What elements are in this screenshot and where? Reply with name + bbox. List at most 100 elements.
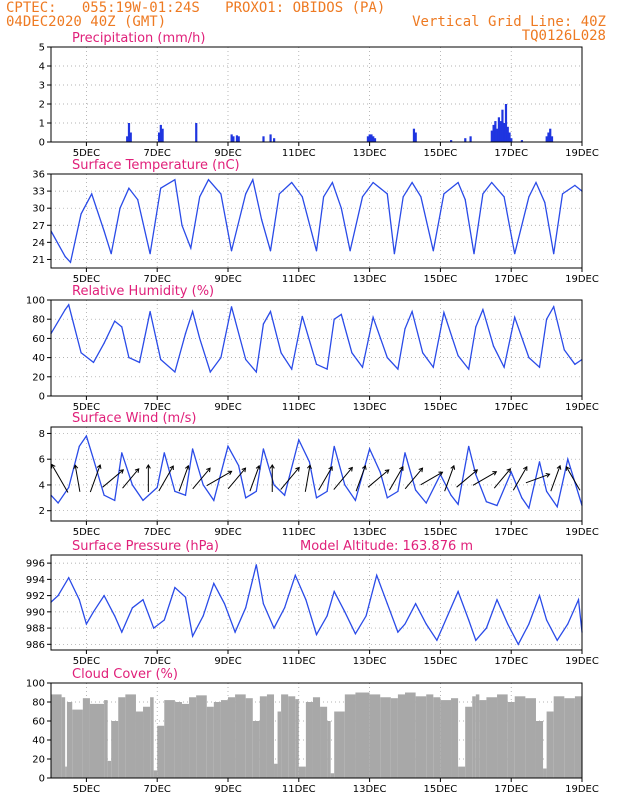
series-point xyxy=(184,333,187,335)
cloud-column xyxy=(164,700,175,778)
series-point xyxy=(553,306,555,308)
cloud-column xyxy=(380,697,391,778)
series-point xyxy=(333,590,335,593)
series-point xyxy=(255,371,257,373)
wind-arrow-head xyxy=(492,471,498,476)
series-point xyxy=(415,489,417,491)
series-point xyxy=(209,371,211,373)
series-point xyxy=(92,458,95,460)
cloud-column xyxy=(514,696,526,778)
wind-arrow xyxy=(192,467,211,490)
precip-bar xyxy=(499,121,502,142)
wind-arrow-head xyxy=(134,468,140,473)
series-point xyxy=(577,599,580,601)
cloud-column xyxy=(405,692,416,778)
header-station: CPTEC: 055:19W-01:24S PROXO1: OBIDOS (PA… xyxy=(6,0,386,16)
precip-bar xyxy=(497,117,501,142)
series-point xyxy=(160,187,162,189)
cloud-column xyxy=(118,697,126,778)
y-tick-label: 60 xyxy=(32,717,45,728)
series-point xyxy=(485,627,488,629)
series-point xyxy=(142,599,144,601)
wind-arrow xyxy=(388,466,404,491)
precip-bar xyxy=(262,136,265,142)
cloud-column xyxy=(564,698,575,778)
cloud-column xyxy=(486,697,498,778)
cloud-column xyxy=(135,711,144,778)
series-point xyxy=(163,619,165,621)
series-point xyxy=(269,250,272,252)
series-point xyxy=(415,603,417,605)
cloud-column xyxy=(111,721,119,778)
series-point xyxy=(393,253,395,255)
y-tick-label: 80 xyxy=(32,698,45,709)
cloud-column xyxy=(553,696,565,778)
wind-arrow xyxy=(102,469,124,488)
series-point xyxy=(446,615,449,617)
precip-bar xyxy=(501,109,504,142)
wind-arrow-head xyxy=(295,466,300,472)
series-point xyxy=(192,635,194,637)
cloud-column xyxy=(143,706,151,778)
series-point xyxy=(227,445,229,447)
series-point xyxy=(291,368,293,370)
y-tick-label: 40 xyxy=(32,736,45,747)
precip-bar xyxy=(490,130,493,142)
series-point xyxy=(245,358,247,361)
series-point xyxy=(202,615,204,617)
x-tick-label: 5DEC xyxy=(73,148,100,159)
series-point xyxy=(315,497,318,499)
series-point xyxy=(349,250,351,252)
x-tick-label: 9DEC xyxy=(214,148,241,159)
series-point xyxy=(528,196,530,198)
precip-bar xyxy=(269,134,272,142)
precip-bar xyxy=(469,136,472,142)
cloud-column xyxy=(82,698,90,778)
cloud-column xyxy=(497,694,508,778)
series-point xyxy=(80,213,82,215)
y-tick-label: 100 xyxy=(26,679,45,690)
cloud-column xyxy=(507,702,515,778)
y-tick-label: 33 xyxy=(32,187,45,198)
series-point xyxy=(326,615,328,617)
y-tick-label: 27 xyxy=(32,221,45,232)
precip-bar xyxy=(508,132,511,142)
series-line xyxy=(50,303,583,374)
cloud-column xyxy=(157,725,165,778)
series-point xyxy=(280,352,282,354)
series-point xyxy=(278,193,280,195)
wind-arrow-head xyxy=(384,469,390,474)
cloud-column xyxy=(245,698,253,778)
cloud-column xyxy=(281,694,289,778)
series-point xyxy=(85,435,87,437)
wind-arrow xyxy=(472,471,497,486)
precip-bar xyxy=(492,124,495,142)
series-point xyxy=(213,582,215,585)
wind-arrow xyxy=(525,473,550,484)
series-point xyxy=(294,574,296,576)
x-tick-label: 9DEC xyxy=(214,274,241,285)
x-tick-label: 11DEC xyxy=(282,274,316,285)
series-point xyxy=(420,196,422,198)
series-point xyxy=(207,179,210,181)
x-tick-label: 15DEC xyxy=(424,656,458,667)
cloud-column xyxy=(397,694,405,778)
series-point xyxy=(322,196,325,198)
y-tick-label: 100 xyxy=(26,296,45,307)
cloud-column xyxy=(206,706,214,778)
series-point xyxy=(492,345,495,347)
series-point xyxy=(369,448,371,450)
series-point xyxy=(252,179,254,181)
series-point xyxy=(255,490,257,492)
series-point xyxy=(92,611,95,613)
wind-arrow-head xyxy=(348,466,353,472)
cloud-column xyxy=(174,702,182,778)
cloud-column xyxy=(327,721,331,778)
series-point xyxy=(473,253,475,255)
wind-arrow xyxy=(158,465,174,492)
series-point xyxy=(340,207,342,209)
y-tick-label: 8 xyxy=(39,429,45,440)
series-point xyxy=(174,490,176,492)
series-point xyxy=(103,230,105,232)
series-point xyxy=(485,501,488,503)
